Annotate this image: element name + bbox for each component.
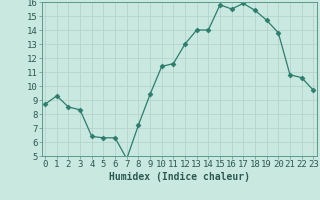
X-axis label: Humidex (Indice chaleur): Humidex (Indice chaleur) bbox=[109, 172, 250, 182]
